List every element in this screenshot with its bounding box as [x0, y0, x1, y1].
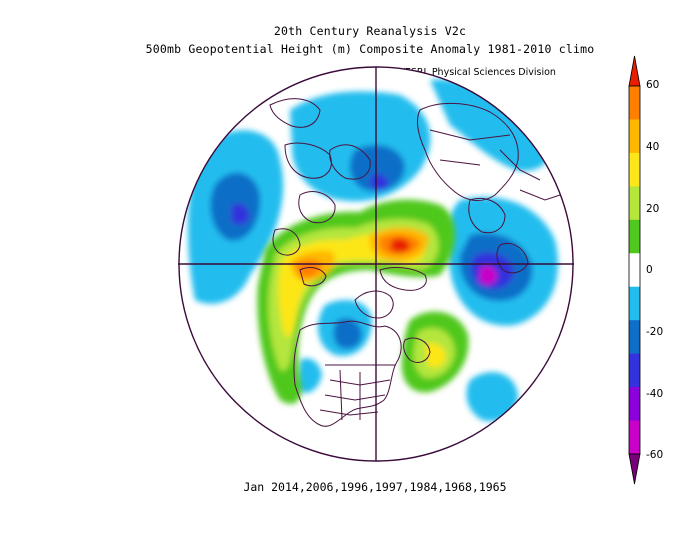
colorbar-segment	[629, 253, 640, 288]
colorbar-segment	[629, 286, 640, 321]
colorbar-segment	[629, 219, 640, 254]
colorbar-max-cap	[628, 55, 641, 87]
colorbar-segment	[629, 186, 640, 221]
colorbar-segment	[629, 119, 640, 154]
map-title: 20th Century Reanalysis V2c	[273, 24, 467, 38]
colorbar-segment	[629, 353, 640, 388]
colorbar-segment	[629, 152, 640, 187]
colorbar-label-0: 0	[646, 264, 653, 276]
colorbar-label-m40: -40	[646, 388, 664, 400]
colorbar-label-40: 40	[646, 141, 660, 153]
credit-label: NOAA/ESRL Physical Sciences Division	[374, 67, 556, 78]
colorbar-label-m60: -60	[646, 449, 664, 461]
colorbar-segment	[629, 387, 640, 422]
coastlines	[269, 98, 561, 427]
colorbar-label-20: 20	[646, 203, 660, 215]
colorbar-segment	[629, 420, 640, 455]
colorbar-label-m20: -20	[646, 326, 664, 338]
colorbar-label-60: 60	[646, 79, 660, 91]
colorbar-segment	[629, 86, 640, 120]
composite-dates: Jan 2014,2006,1996,1997,1984,1968,1965	[243, 480, 507, 494]
colorbar-segment	[629, 320, 640, 355]
map-subtitle: 500mb Geopotential Height (m) Composite …	[145, 42, 595, 56]
map-border	[178, 66, 574, 462]
